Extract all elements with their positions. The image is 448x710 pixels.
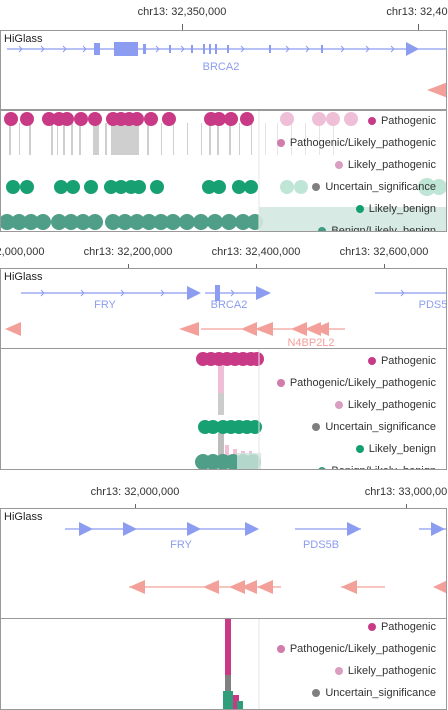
legend-label: Pathogenic — [380, 115, 436, 127]
tick-label: 2,000,000 — [0, 246, 45, 258]
legend-label: Pathogenic/Likely_pathogenic — [289, 137, 436, 149]
legend-dot — [276, 379, 285, 387]
gene-label-brca2: BRCA2 — [202, 61, 240, 73]
tick-mark — [182, 24, 183, 30]
legend-label: Benign/Likely_benign — [331, 225, 436, 232]
tick-mark — [128, 264, 129, 270]
legend-row-pathogenic-likely: Pathogenic/Likely_pathogenic — [276, 643, 436, 655]
gene-annotations — [65, 522, 446, 594]
legend-dot — [312, 689, 321, 697]
gene-label-fry: FRY — [94, 299, 116, 311]
tick-mark — [406, 504, 407, 510]
gene-label-fry: FRY — [170, 539, 192, 551]
clinvar-track-2[interactable]: Pathogenic Pathogenic/Likely_pathogenic … — [0, 348, 447, 470]
tick-mark — [384, 264, 385, 270]
legend-dot — [276, 645, 285, 653]
legend-label: Uncertain_significance — [325, 181, 436, 193]
tick-label: chr13: 32,600,000 — [339, 246, 429, 258]
legend-label: Pathogenic/Likely_pathogenic — [289, 643, 436, 655]
higlass-label: HiGlass — [4, 33, 43, 45]
legend-row-likely-pathogenic: Likely_pathogenic — [334, 399, 436, 411]
legend-label: Pathogenic/Likely_pathogenic — [289, 377, 436, 389]
ruler-1: chr13: 32,350,000 chr13: 32,40 — [0, 0, 448, 30]
legend-row-uncertain: Uncertain_significance — [312, 421, 436, 433]
tick-mark — [418, 24, 419, 30]
legend-dot — [318, 227, 327, 231]
legend-dot — [334, 401, 343, 409]
gene-label-pds5b: PDS5B — [302, 539, 340, 551]
legend-label: Benign/Likely_benign — [331, 465, 436, 469]
gene-label-pds5: PDS5 — [418, 299, 447, 311]
tick-mark — [256, 264, 257, 270]
gene-track-3[interactable]: HiGlass FRY PDS5B — [0, 508, 447, 619]
legend-label: Pathogenic — [380, 621, 436, 633]
higlass-label: HiGlass — [4, 511, 43, 523]
clinvar-track-1[interactable]: Pathogenic Pathogenic/Likely_pathogenic … — [0, 110, 447, 232]
legend-label: Pathogenic — [380, 355, 436, 367]
legend-row-uncertain: Uncertain_significance — [312, 687, 436, 699]
legend-label: Likely_benign — [368, 443, 436, 455]
legend-row-benign: Benign/Likely_benign — [318, 225, 436, 232]
legend-row-likely-benign: Likely_benign — [355, 443, 436, 455]
legend-label: Uncertain_significance — [325, 687, 436, 699]
legend-dot — [318, 467, 327, 469]
tick-mark — [135, 504, 136, 510]
higlass-label: HiGlass — [4, 271, 43, 283]
legend-row-likely-benign: Likely_benign — [355, 203, 436, 215]
tick-label: chr13: 33,000,00 — [364, 486, 448, 498]
gene-track-1[interactable]: HiGlass BRCA2 — [0, 30, 447, 110]
clinvar-lollipops — [223, 619, 260, 709]
clinvar-lollipops — [195, 349, 264, 469]
gene-label-brca2: BRCA2 — [210, 299, 248, 311]
legend-row-pathogenic-likely: Pathogenic/Likely_pathogenic — [276, 137, 436, 149]
legend-label: Likely_pathogenic — [347, 399, 436, 411]
legend-row-likely-pathogenic: Likely_pathogenic — [334, 665, 436, 677]
clinvar-track-3[interactable]: Pathogenic Pathogenic/Likely_pathogenic … — [0, 618, 447, 710]
ruler-2: 2,000,000 chr13: 32,200,000 chr13: 32,40… — [0, 240, 448, 270]
legend-label: Likely_pathogenic — [347, 159, 436, 171]
legend-dot — [312, 183, 321, 191]
legend-label: Likely_benign — [368, 203, 436, 215]
legend-dot — [355, 445, 364, 453]
tick-label: chr13: 32,350,000 — [137, 6, 227, 18]
legend-row-benign: Benign/Likely_benign — [318, 465, 436, 469]
legend-label: Uncertain_significance — [325, 421, 436, 433]
tick-label: chr13: 32,40 — [386, 6, 448, 18]
legend-row-pathogenic: Pathogenic — [367, 115, 436, 127]
legend-row-pathogenic: Pathogenic — [367, 355, 436, 367]
legend-row-likely-pathogenic: Likely_pathogenic — [334, 159, 436, 171]
legend-row-uncertain: Uncertain_significance — [312, 181, 436, 193]
gene-annotations — [5, 285, 446, 336]
legend-dot — [334, 161, 343, 169]
tick-label: chr13: 32,200,000 — [83, 246, 173, 258]
legend-dot — [312, 423, 321, 431]
legend-dot — [367, 623, 376, 631]
legend-dot — [355, 205, 364, 213]
legend-row-pathogenic: Pathogenic — [367, 621, 436, 633]
tick-label: chr13: 32,400,000 — [211, 246, 301, 258]
legend-dot — [334, 667, 343, 675]
tick-label: chr13: 32,000,000 — [90, 486, 180, 498]
gene-label-n4bp2l2: N4BP2L2 — [287, 337, 335, 349]
clinvar-lollipops — [1, 111, 446, 231]
gene-track-2[interactable]: HiGlass FRY BRCA2 PDS5 N4BP2L2 — [0, 268, 447, 349]
legend-dot — [276, 139, 285, 147]
ruler-3: chr13: 32,000,000 chr13: 33,000,00 — [0, 480, 448, 510]
legend-label: Likely_pathogenic — [347, 665, 436, 677]
legend-row-pathogenic-likely: Pathogenic/Likely_pathogenic — [276, 377, 436, 389]
legend-dot — [367, 117, 376, 125]
legend-dot — [367, 357, 376, 365]
gene-annotations — [7, 42, 446, 98]
